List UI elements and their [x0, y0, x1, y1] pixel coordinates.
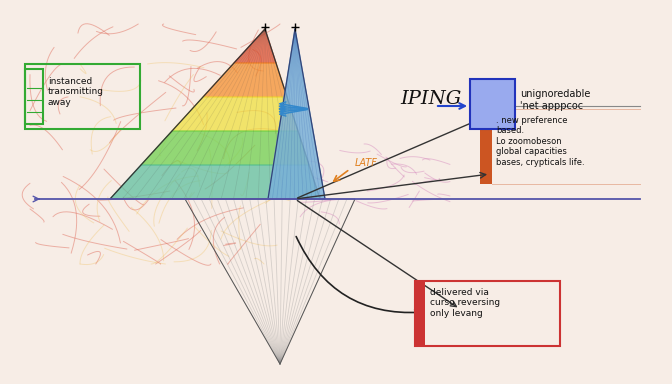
Polygon shape	[172, 97, 298, 131]
Text: instanced
transmitting
away: instanced transmitting away	[48, 77, 104, 107]
Polygon shape	[268, 29, 325, 199]
Text: unignoredable
'net apppcoc: unignoredable 'net apppcoc	[520, 89, 591, 111]
Text: LATF: LATF	[355, 158, 378, 168]
Polygon shape	[234, 29, 276, 63]
Text: IPING: IPING	[400, 90, 462, 108]
Text: delivered via
curso reversing
only levang: delivered via curso reversing only levan…	[430, 288, 500, 318]
Polygon shape	[141, 131, 309, 165]
Polygon shape	[203, 63, 287, 97]
FancyBboxPatch shape	[480, 109, 492, 184]
FancyBboxPatch shape	[470, 79, 515, 129]
Text: . new preference
based.
Lo zoomobeson
global capacities
bases, crypticals life.: . new preference based. Lo zoomobeson gl…	[496, 116, 585, 167]
FancyBboxPatch shape	[415, 281, 425, 346]
Polygon shape	[110, 165, 320, 199]
